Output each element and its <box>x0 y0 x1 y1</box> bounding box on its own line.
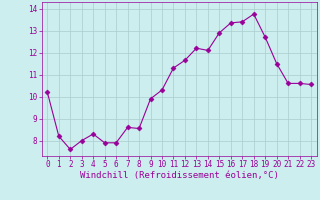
X-axis label: Windchill (Refroidissement éolien,°C): Windchill (Refroidissement éolien,°C) <box>80 171 279 180</box>
